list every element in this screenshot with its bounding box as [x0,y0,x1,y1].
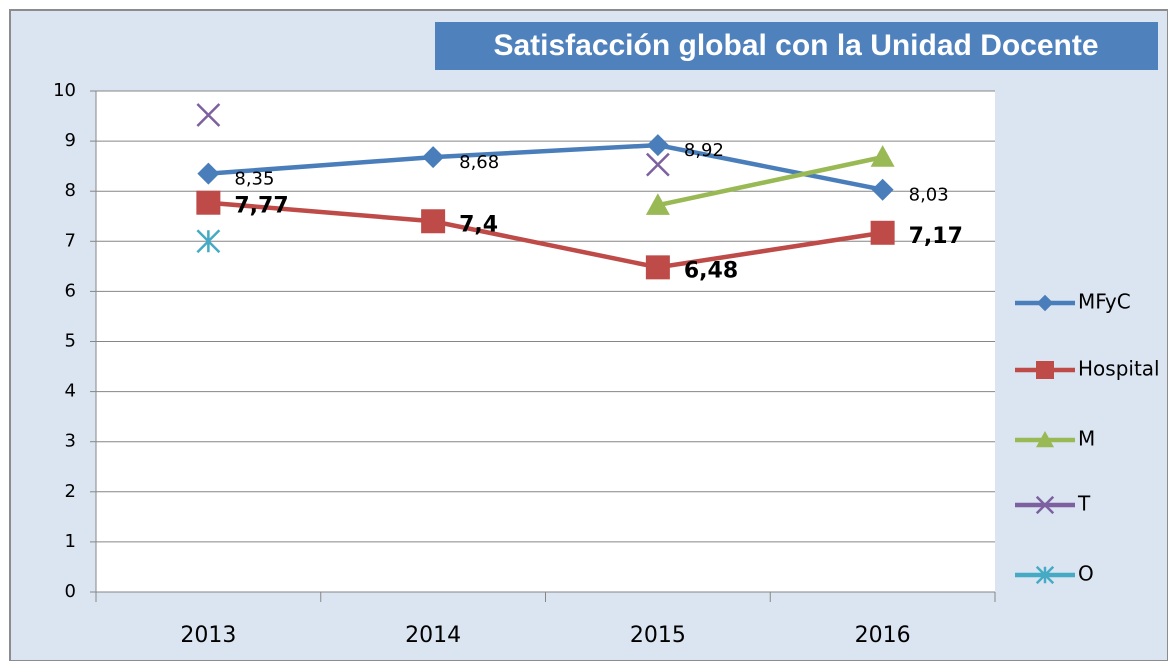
series-line [208,200,883,270]
y-tick-label: 5 [65,331,76,352]
marker [645,255,670,280]
marker [1036,294,1054,312]
title-box [435,22,1158,70]
marker [196,103,221,127]
x-tick-label: 2015 [630,623,686,648]
y-tick-label: 10 [53,80,76,101]
data-label: 7,17 [909,224,963,249]
marker [870,145,895,167]
marker [870,220,895,245]
y-tick-label: 4 [65,381,76,402]
legend-label: M [1078,427,1095,451]
y-tick-label: 1 [65,531,76,552]
data-label: 8,68 [459,152,499,173]
marker [645,193,670,215]
y-tick-label: 0 [65,581,76,602]
chart-title: Satisfacción global con la Unidad Docent… [493,29,1098,62]
y-tick-label: 2 [65,481,76,502]
marker [1035,495,1055,515]
marker [645,152,670,177]
y-tick-label: 6 [65,280,76,301]
marker [1036,361,1054,379]
legend-label: MFyC [1078,290,1131,314]
marker [196,229,221,254]
y-tick-label: 3 [65,431,76,452]
marker [421,209,446,234]
x-tick-label: 2014 [405,623,461,648]
x-tick-label: 2013 [180,623,236,648]
y-tick-label: 7 [65,230,76,251]
data-label: 6,48 [684,258,738,283]
data-label: 8,35 [234,169,274,190]
legend-label: O [1078,562,1094,586]
series-line [657,154,884,208]
x-tick-label: 2016 [855,623,911,648]
marker [196,190,221,215]
y-tick-label: 9 [65,130,76,151]
y-tick-label: 8 [65,180,76,201]
data-label: 8,92 [684,140,724,161]
legend-label: Hospital [1078,357,1160,381]
marker [646,134,669,157]
series-line [208,142,884,192]
data-label: 8,03 [909,185,949,206]
marker [1035,565,1055,585]
marker [422,146,445,169]
data-label: 7,4 [459,212,498,237]
marker [197,162,220,185]
marker [871,178,894,201]
legend-label: T [1077,492,1091,516]
data-label: 7,77 [234,194,288,219]
marker [1036,431,1054,448]
